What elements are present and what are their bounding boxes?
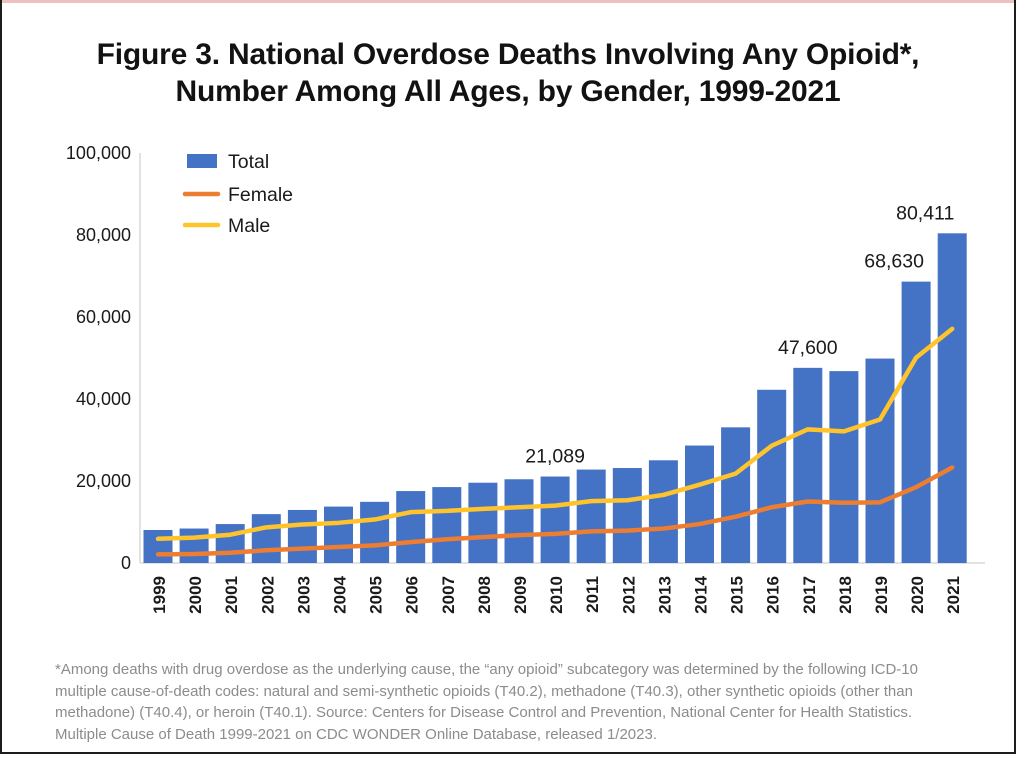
data-label-2017: 47,600: [778, 337, 838, 359]
y-tick-label-40000: 40,000: [76, 389, 131, 409]
bar-2010: [540, 476, 570, 563]
x-tick-label-2010: 2010: [547, 576, 566, 614]
x-tick-label-2001: 2001: [222, 576, 241, 614]
bar-2021: [937, 233, 967, 564]
x-tick-label-2004: 2004: [331, 575, 350, 613]
x-tick-label-2002: 2002: [258, 576, 277, 614]
x-tick-label-2009: 2009: [511, 576, 530, 614]
bar-2003: [287, 509, 317, 563]
x-tick-label-2007: 2007: [439, 576, 458, 614]
x-tick-label-2012: 2012: [619, 576, 638, 614]
y-tick-label-100000: 100,000: [66, 143, 131, 163]
x-tick-label-2019: 2019: [872, 576, 891, 614]
x-tick-label-2021: 2021: [944, 576, 963, 614]
bar-2002: [251, 514, 281, 563]
legend-swatch-total: [187, 154, 217, 168]
x-tick-label-2015: 2015: [728, 576, 747, 614]
x-tick-label-2016: 2016: [764, 576, 783, 614]
bar-1999: [143, 530, 173, 563]
legend-label-total: Total: [228, 151, 269, 173]
bar-2018: [829, 371, 859, 563]
bar-2008: [468, 482, 498, 563]
male-line: [155, 326, 955, 542]
chart-title-line-2: Number Among All Ages, by Gender, 1999-2…: [175, 75, 841, 108]
x-tick-label-2013: 2013: [655, 576, 674, 614]
footnote-line-1: *Among deaths with drug overdose as the …: [55, 661, 918, 678]
footnote-line-2: multiple cause-of-death codes: natural a…: [55, 682, 913, 700]
bar-2004: [324, 506, 353, 563]
data-label-2021: 80,411: [896, 202, 954, 224]
legend-label-male: Male: [228, 215, 270, 237]
chart-title-line-1: Figure 3. National Overdose Deaths Invol…: [96, 38, 920, 71]
legend-label-female: Female: [228, 184, 293, 206]
x-tick-label-2003: 2003: [294, 576, 313, 614]
chart-title: Figure 3. National Overdose Deaths Invol…: [2, 36, 1014, 110]
frame-top-accent: [2, 0, 1014, 3]
x-tick-label-2018: 2018: [836, 576, 855, 614]
bar-2005: [360, 501, 390, 563]
bar-2000: [179, 528, 209, 563]
bar-2009: [504, 479, 534, 563]
x-tick-label-2006: 2006: [403, 576, 422, 614]
data-label-2010: 21,089: [525, 446, 585, 468]
x-tick-label-2020: 2020: [908, 576, 927, 614]
y-tick-label-20000: 20,000: [76, 471, 131, 491]
bar-2007: [432, 487, 462, 563]
bar-2006: [396, 491, 426, 563]
female-line: [155, 465, 955, 557]
bar-2001: [215, 524, 245, 563]
x-tick-label-2005: 2005: [367, 576, 386, 614]
y-tick-label-0: 0: [121, 553, 131, 573]
x-tick-label-2011: 2011: [583, 576, 602, 613]
bar-2012: [612, 468, 642, 563]
bar-2014: [685, 445, 714, 563]
y-tick-label-80000: 80,000: [76, 225, 131, 245]
x-tick-label-2017: 2017: [800, 576, 819, 614]
bar-2015: [721, 427, 751, 563]
footnote-line-3: methadone) (T40.4), or heroin (T40.1). S…: [55, 704, 913, 721]
footnote-line-4: Multiple Cause of Death 1999-2021 on CDC…: [55, 725, 657, 743]
bar-2013: [648, 460, 678, 563]
x-tick-label-2000: 2000: [186, 576, 205, 614]
bar-2019: [865, 358, 895, 563]
bar-2016: [757, 389, 787, 563]
bar-2020: [901, 281, 931, 563]
x-tick-label-1999: 1999: [150, 576, 169, 614]
data-label-2020: 68,630: [864, 251, 924, 273]
x-tick-label-2008: 2008: [475, 576, 494, 614]
bar-2017: [793, 367, 823, 563]
chart-footnote: *Among deaths with drug overdose as the …: [55, 659, 977, 745]
y-tick-label-60000: 60,000: [76, 307, 131, 327]
x-tick-label-2014: 2014: [692, 575, 711, 613]
bar-2011: [576, 469, 606, 563]
